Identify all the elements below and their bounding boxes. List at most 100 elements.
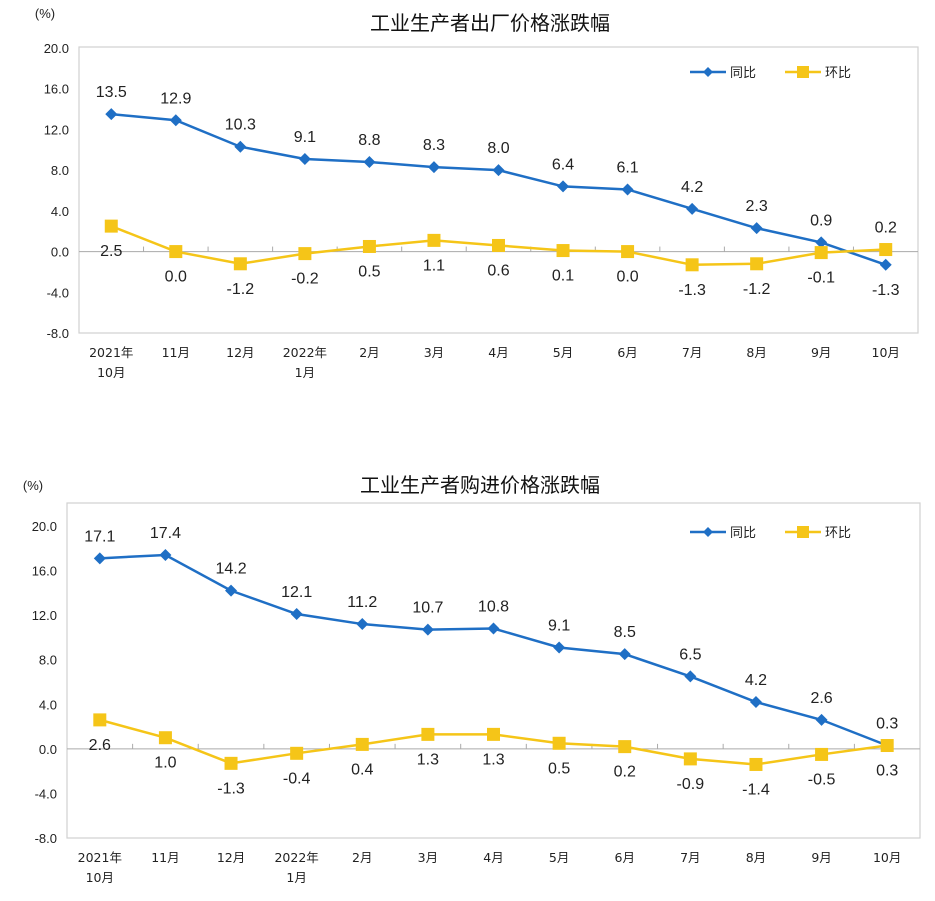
data-label: 0.1 xyxy=(552,268,574,285)
x-tick-label: 9月 xyxy=(811,345,831,360)
x-tick-label: 2021年 xyxy=(89,345,133,360)
x-tick-label: 1月 xyxy=(295,365,315,380)
data-label: 1.1 xyxy=(423,257,445,274)
x-tick-label: 7月 xyxy=(680,850,700,865)
data-label: 8.0 xyxy=(487,140,509,157)
data-point xyxy=(684,670,697,683)
data-point xyxy=(556,244,570,258)
legend-marker xyxy=(703,67,713,77)
data-label: 0.2 xyxy=(614,764,636,781)
x-tick-label: 8月 xyxy=(746,850,766,865)
data-point xyxy=(749,696,762,709)
y-tick-label: 0.0 xyxy=(51,245,69,260)
data-point xyxy=(492,164,505,177)
data-point xyxy=(363,156,376,168)
data-point xyxy=(618,648,631,661)
y-tick-label: 20.0 xyxy=(44,41,69,56)
data-point xyxy=(683,752,697,766)
data-label: 2.6 xyxy=(89,737,111,754)
y-axis-unit: (%) xyxy=(35,6,55,21)
x-tick-label: 3月 xyxy=(424,345,444,360)
data-point xyxy=(815,236,828,249)
data-label: 10.8 xyxy=(478,599,509,616)
data-label: -0.1 xyxy=(807,270,835,287)
data-label: -1.3 xyxy=(872,282,900,299)
data-label: 17.4 xyxy=(150,525,181,542)
data-point xyxy=(169,245,183,259)
data-point xyxy=(234,140,247,153)
data-label: 0.0 xyxy=(165,269,187,286)
data-point xyxy=(685,258,699,272)
y-tick-label: 12.0 xyxy=(44,122,69,137)
data-label: -1.3 xyxy=(217,780,245,797)
data-point xyxy=(814,246,828,260)
data-point xyxy=(815,747,829,761)
data-point xyxy=(362,239,376,253)
data-point xyxy=(553,641,566,654)
data-label: -1.2 xyxy=(743,281,771,298)
data-label: 12.9 xyxy=(160,90,191,107)
data-label: 0.6 xyxy=(487,262,509,279)
data-label: 10.3 xyxy=(225,117,256,134)
x-tick-label: 2021年 xyxy=(78,850,122,865)
data-label: 6.4 xyxy=(552,156,574,173)
x-tick-label: 4月 xyxy=(488,345,508,360)
data-point xyxy=(159,548,172,561)
data-point xyxy=(298,152,311,165)
data-point xyxy=(421,727,435,741)
data-label: 0.3 xyxy=(876,763,898,780)
chart-2: 工业生产者购进价格涨跌幅 (%) 20.0 16.0 12.0 8.0 4.0 0.0 -4.0… xyxy=(23,473,921,885)
y-tick-label: -8.0 xyxy=(47,326,69,341)
data-label: 0.0 xyxy=(616,269,638,286)
data-point xyxy=(290,746,304,760)
data-label: 14.2 xyxy=(215,561,246,578)
y-tick-label: 16.0 xyxy=(44,82,69,97)
x-tick-label: 7月 xyxy=(682,345,702,360)
x-tick-label: 6月 xyxy=(615,850,635,865)
x-tick-label: 10月 xyxy=(873,850,901,865)
data-label: 1.3 xyxy=(482,751,504,768)
x-tick-label: 3月 xyxy=(418,850,438,865)
data-label: 0.5 xyxy=(548,760,570,777)
y-tick-label: 8.0 xyxy=(39,653,57,668)
data-point xyxy=(356,618,369,631)
x-tick-label: 5月 xyxy=(549,850,569,865)
y-tick-label: 8.0 xyxy=(51,163,69,178)
x-tick-label: 10月 xyxy=(872,345,900,360)
data-point xyxy=(104,219,118,233)
x-tick-label: 10月 xyxy=(86,870,114,885)
data-point xyxy=(487,622,500,635)
data-point xyxy=(880,739,894,753)
x-tick-label: 12月 xyxy=(217,850,245,865)
data-label: 6.1 xyxy=(616,159,638,176)
legend-marker xyxy=(797,66,809,78)
x-tick-label: 2022年 xyxy=(283,345,327,360)
data-point xyxy=(618,740,632,754)
data-point xyxy=(427,161,440,174)
data-label: 2.5 xyxy=(100,243,122,260)
y-tick-label: 20.0 xyxy=(32,519,57,534)
series-line-yoy xyxy=(99,553,888,747)
data-label: 8.8 xyxy=(358,132,380,149)
chart-title: 工业生产者购进价格涨跌幅 xyxy=(360,473,600,497)
legend-label: 同比 xyxy=(730,526,756,541)
x-tick-label: 11月 xyxy=(151,850,179,865)
data-label: 12.1 xyxy=(281,584,312,601)
data-point xyxy=(487,727,500,741)
data-point xyxy=(492,238,505,252)
data-point xyxy=(750,257,764,271)
x-tick-label: 4月 xyxy=(483,850,503,865)
y-tick-label: 4.0 xyxy=(39,697,57,712)
legend-marker xyxy=(797,526,809,538)
chart-title: 工业生产者出厂价格涨跌幅 xyxy=(370,11,610,35)
x-tick-label: 12月 xyxy=(226,345,254,360)
data-label: -1.3 xyxy=(678,282,706,299)
data-label: -0.9 xyxy=(677,776,705,793)
data-point xyxy=(621,183,634,196)
data-label: 0.3 xyxy=(876,716,898,733)
data-point xyxy=(749,757,763,771)
data-label: 0.2 xyxy=(875,220,897,237)
data-label: 2.3 xyxy=(746,198,768,215)
data-label: -0.4 xyxy=(283,770,311,787)
data-label: -0.2 xyxy=(291,271,319,288)
